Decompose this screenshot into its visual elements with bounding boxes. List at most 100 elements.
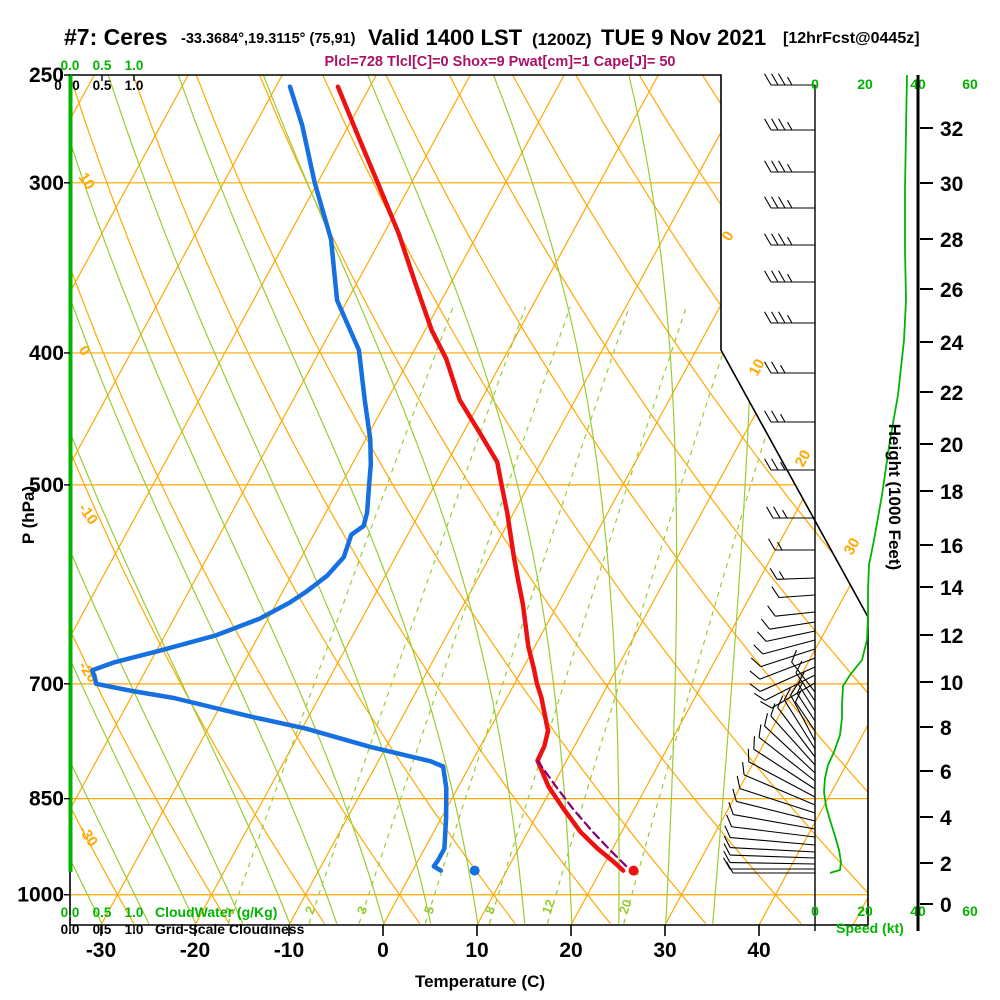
wind-barb <box>747 748 816 798</box>
mixing-ratio-label: 3 <box>354 904 371 916</box>
temperature-axis-title: Temperature (C) <box>415 972 545 991</box>
wind-barb <box>764 73 815 86</box>
isotherm-line <box>570 75 868 925</box>
sounding-profiles <box>90 84 639 876</box>
height-tick-label: 0 <box>940 894 952 917</box>
moist-adiabat-line <box>70 75 197 924</box>
isotherm-line <box>194 75 659 925</box>
wind-barb <box>736 775 816 814</box>
wind-barb <box>796 681 816 722</box>
wind-barb <box>753 674 816 701</box>
temperature-tick-label: 30 <box>653 939 676 962</box>
dry-adiabat-line <box>322 75 868 925</box>
height-tick-label: 2 <box>940 853 952 876</box>
station-title: #7: Ceres <box>64 24 168 50</box>
temperature-tick-label: -30 <box>86 939 116 962</box>
temperature-tick-label: 40 <box>747 939 770 962</box>
wind-barb <box>777 695 816 758</box>
cloudiness-scale-top: 0 <box>72 78 80 93</box>
dry-adiabat-label: 10 <box>75 170 98 193</box>
dry-adiabat-line <box>70 75 135 924</box>
mixing-ratio-label: 5 <box>421 904 438 916</box>
moist-adiabat-line <box>70 75 291 924</box>
wind-barb <box>764 713 816 774</box>
mixing-ratio-line <box>488 306 687 924</box>
speed-scale-bottom: 0 <box>811 903 819 919</box>
speed-scale-top: 60 <box>962 76 978 92</box>
dewpoint-curve <box>90 84 449 873</box>
mixing-ratio-label: 8 <box>482 904 499 916</box>
isotherm-line <box>70 75 377 925</box>
mixing-ratio-line <box>227 306 454 924</box>
mixing-ratio-label: 12 <box>539 897 558 916</box>
wind-barb <box>764 196 815 209</box>
wind-barb <box>790 683 816 742</box>
height-tick-label: 12 <box>940 625 963 648</box>
wind-barb <box>723 835 816 853</box>
height-axis-title: Height (1000 Feet) <box>885 424 904 570</box>
pressure-axis-title: P (hPa) <box>19 486 38 544</box>
wind-barb <box>764 160 815 173</box>
moist-adiabat-line <box>70 75 385 924</box>
sounding-parameters-line: Plcl=728 Tlcl[C]=0 Shox=9 Pwat[cm]=1 Cap… <box>324 54 676 70</box>
dry-adiabat-label: 0 <box>75 343 94 360</box>
height-tick-label: 20 <box>940 434 963 457</box>
wind-barb <box>726 861 815 874</box>
wind-barb <box>770 703 816 766</box>
mixing-ratio-line <box>623 306 806 924</box>
wind-barb <box>757 630 816 642</box>
dry-adiabat-line <box>828 75 868 925</box>
wind-barb <box>764 118 815 131</box>
dry-adiabat-label: -30 <box>75 823 101 851</box>
cloudwater-scale-top: 1.0 <box>125 58 144 73</box>
cloudiness-scale-bottom: 1.0 <box>125 922 144 937</box>
isotherm-line <box>664 75 868 925</box>
moist-adiabat-line <box>367 75 573 924</box>
wind-barb <box>728 802 816 830</box>
cloudiness-scale-bottom: 0.0 <box>61 922 80 937</box>
cloudiness-scale-top: 0.5 <box>93 78 112 93</box>
pressure-tick-label: 250 <box>29 64 64 87</box>
zulu-time-label: (1200Z) <box>532 30 592 49</box>
wind-barb <box>753 736 816 790</box>
speed-scale-top: 0 <box>811 76 819 92</box>
wind-barb <box>723 857 815 870</box>
pressure-tick-label: 500 <box>29 474 64 497</box>
wind-barb <box>749 666 816 692</box>
isotherm-label: 10 <box>746 356 769 379</box>
speed-scale-bottom: 60 <box>962 903 978 919</box>
wind-barb <box>771 586 816 599</box>
mixing-ratio-line <box>546 306 739 924</box>
cloudwater-scale-bottom: 1.0 <box>125 905 144 920</box>
cloudiness-axis-title: Grid-Scale Cloudiness <box>155 921 305 937</box>
wind-barb <box>794 690 816 732</box>
mixing-ratio-line <box>424 306 630 924</box>
wind-barb <box>791 649 816 693</box>
cloudwater-scale-top: 0.5 <box>93 58 112 73</box>
surface-temperature-dot <box>628 865 639 876</box>
temperature-tick-label: -20 <box>180 939 210 962</box>
isotherm-line <box>382 75 847 925</box>
dry-adiabat-line <box>195 75 707 924</box>
pressure-tick-label: 700 <box>29 673 64 696</box>
wind-barb <box>726 814 816 838</box>
wind-barb <box>767 605 816 617</box>
moist-adiabat-line <box>107 75 432 924</box>
height-tick-label: 4 <box>940 807 952 830</box>
height-tick-label: 26 <box>940 279 963 302</box>
dry-adiabat-line <box>575 75 868 925</box>
pressure-tick-label: 1000 <box>17 884 64 907</box>
cloudwater-scale-bottom: 0.5 <box>93 905 112 920</box>
mixing-ratio-line <box>308 306 527 924</box>
wind-barb <box>723 850 816 865</box>
dry-adiabat-label: -10 <box>75 501 101 529</box>
height-tick-label: 18 <box>940 481 964 504</box>
mixing-ratio-line <box>358 306 571 924</box>
wind-barb <box>724 825 816 846</box>
temperature-tick-label: -10 <box>274 939 304 962</box>
moist-adiabat-line <box>628 75 678 924</box>
wind-barb <box>764 458 815 471</box>
